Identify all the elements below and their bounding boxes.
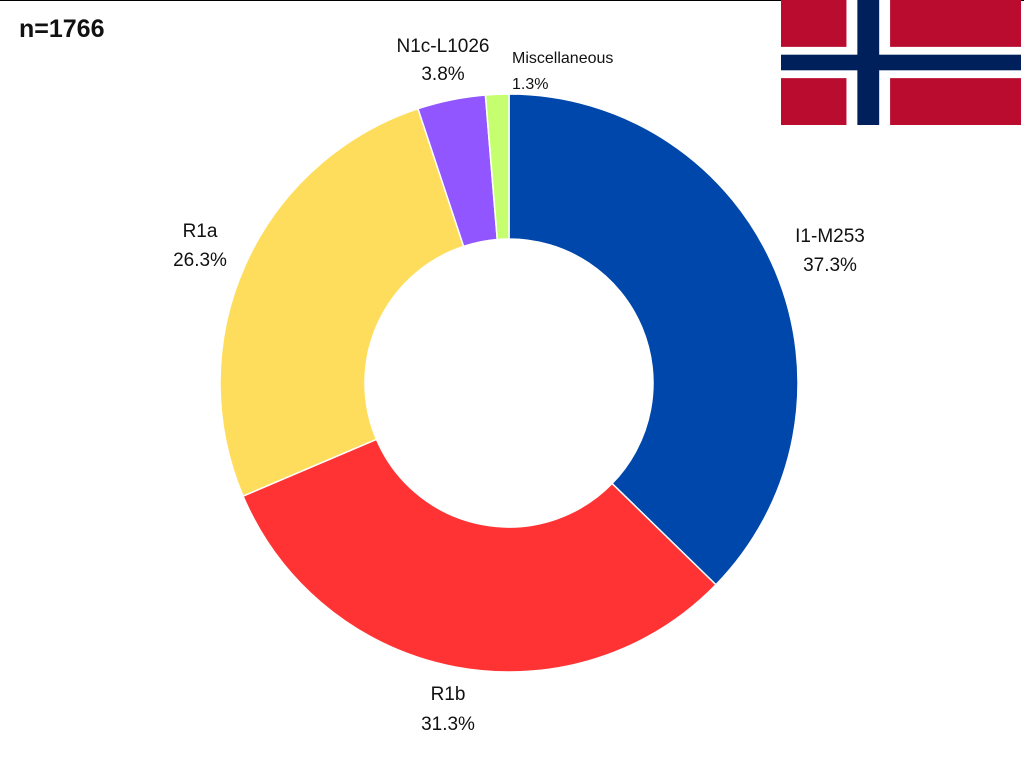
slice-label-r1b: R1b: [431, 684, 466, 705]
slice-value-r1a: 26.3%: [173, 250, 227, 271]
slice-label-r1a: R1a: [183, 221, 218, 242]
flag-blue-horizontal: [781, 54, 1021, 71]
slice-value-i1-m253: 37.3%: [803, 255, 857, 276]
donut-slice-r1b: [242, 438, 717, 673]
slice-label-n1c-l1026: N1c-L1026: [397, 36, 490, 57]
slice-value-n1c-l1026: 3.8%: [421, 64, 464, 85]
norway-flag-icon: [781, 0, 1021, 125]
donut-slice-r1a: [219, 107, 465, 498]
slice-label-i1-m253: I1-M253: [795, 226, 865, 247]
slice-value-r1b: 31.3%: [421, 714, 475, 735]
sample-size-label: n=1766: [19, 15, 105, 43]
slice-label-miscellaneous: Miscellaneous: [512, 50, 613, 67]
slice-value-miscellaneous: 1.3%: [512, 76, 548, 93]
donut-slice-i1-m253: [508, 93, 799, 586]
top-border: [0, 0, 1024, 1]
donut-slice-miscellaneous: [484, 93, 510, 241]
